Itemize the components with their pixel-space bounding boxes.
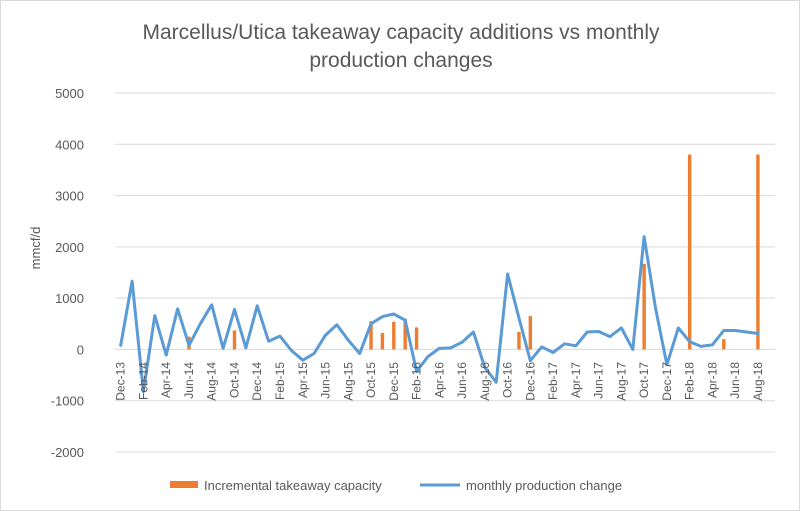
x-tick-label: Dec-16: [523, 362, 537, 401]
x-tick-label: Feb-14: [136, 362, 150, 400]
x-tick-label: Dec-14: [250, 362, 264, 401]
chart-title-line-2: production changes: [309, 49, 493, 72]
x-tick-label: Feb-18: [683, 362, 697, 400]
x-tick-label: Oct-17: [637, 362, 651, 398]
x-tick-label: Oct-15: [364, 362, 378, 398]
bar: [414, 327, 419, 350]
bar: [380, 333, 385, 350]
series-line: [119, 235, 760, 393]
x-tick-label: Oct-16: [501, 362, 515, 398]
legend-label-bar: Incremental takeaway capacity: [204, 478, 382, 493]
x-tick-label: Aug-18: [751, 362, 765, 401]
y-tick-label: 2000: [55, 240, 84, 255]
bar: [687, 154, 692, 350]
bar: [392, 321, 396, 350]
x-tick-label: Apr-14: [159, 362, 173, 398]
y-tick-label: 3000: [55, 189, 84, 204]
x-tick-label: Feb-15: [273, 362, 287, 400]
x-tick-label: Jun-15: [319, 362, 333, 399]
y-tick-label: -1000: [51, 394, 84, 409]
bar: [528, 316, 533, 350]
x-tick-label: Apr-16: [432, 362, 446, 398]
bar: [722, 339, 726, 350]
bar-series: [187, 154, 760, 350]
x-tick-label: Apr-18: [705, 362, 719, 398]
y-tick-label: -2000: [51, 445, 84, 460]
x-axis-ticks: Dec-13 Feb-14 Apr-14 Jun-14 Aug-14 Oct-14 Dec-…: [114, 362, 765, 401]
bar: [756, 154, 760, 350]
x-tick-label: Jun-14: [182, 362, 196, 399]
y-tick-label: 1000: [55, 291, 84, 306]
x-tick-label: Dec-15: [387, 362, 401, 401]
x-tick-label: Aug-16: [478, 362, 492, 401]
x-tick-label: Jun-18: [728, 362, 742, 399]
y-tick-label: 0: [77, 342, 84, 357]
x-tick-label: Oct-14: [227, 362, 241, 398]
bar: [642, 263, 646, 350]
line-series: [119, 235, 760, 393]
x-tick-label: Apr-17: [569, 362, 583, 398]
x-tick-label: Apr-15: [296, 362, 310, 398]
x-tick-label: Jun-16: [455, 362, 469, 399]
y-tick-label: 4000: [55, 137, 84, 152]
x-tick-label: Aug-15: [341, 362, 355, 401]
legend-swatch-bar: [170, 481, 198, 488]
x-tick-label: Jun-17: [592, 362, 606, 399]
bar: [369, 321, 373, 350]
chart-title: Marcellus/Utica takeaway capacity additi…: [1, 19, 800, 75]
x-tick-label: Feb-16: [410, 362, 424, 400]
x-tick-label: Dec-13: [114, 362, 128, 401]
y-tick-label: 5000: [55, 86, 84, 101]
bar: [403, 318, 407, 350]
chart-title-line-1: Marcellus/Utica takeaway capacity additi…: [142, 21, 660, 44]
y-axis-ticks: 5000 4000 3000 2000 1000 0 -1000 -2000: [51, 86, 84, 460]
bar: [517, 331, 521, 350]
legend-label-line: monthly production change: [466, 478, 622, 493]
x-tick-label: Aug-17: [614, 362, 628, 401]
bar: [232, 330, 237, 350]
legend: Incremental takeaway capacity monthly pr…: [170, 478, 622, 493]
x-tick-label: Dec-17: [660, 362, 674, 401]
x-tick-label: Feb-17: [546, 362, 560, 400]
y-axis-title: mmcf/d: [28, 227, 43, 270]
x-tick-label: Aug-14: [205, 362, 219, 401]
